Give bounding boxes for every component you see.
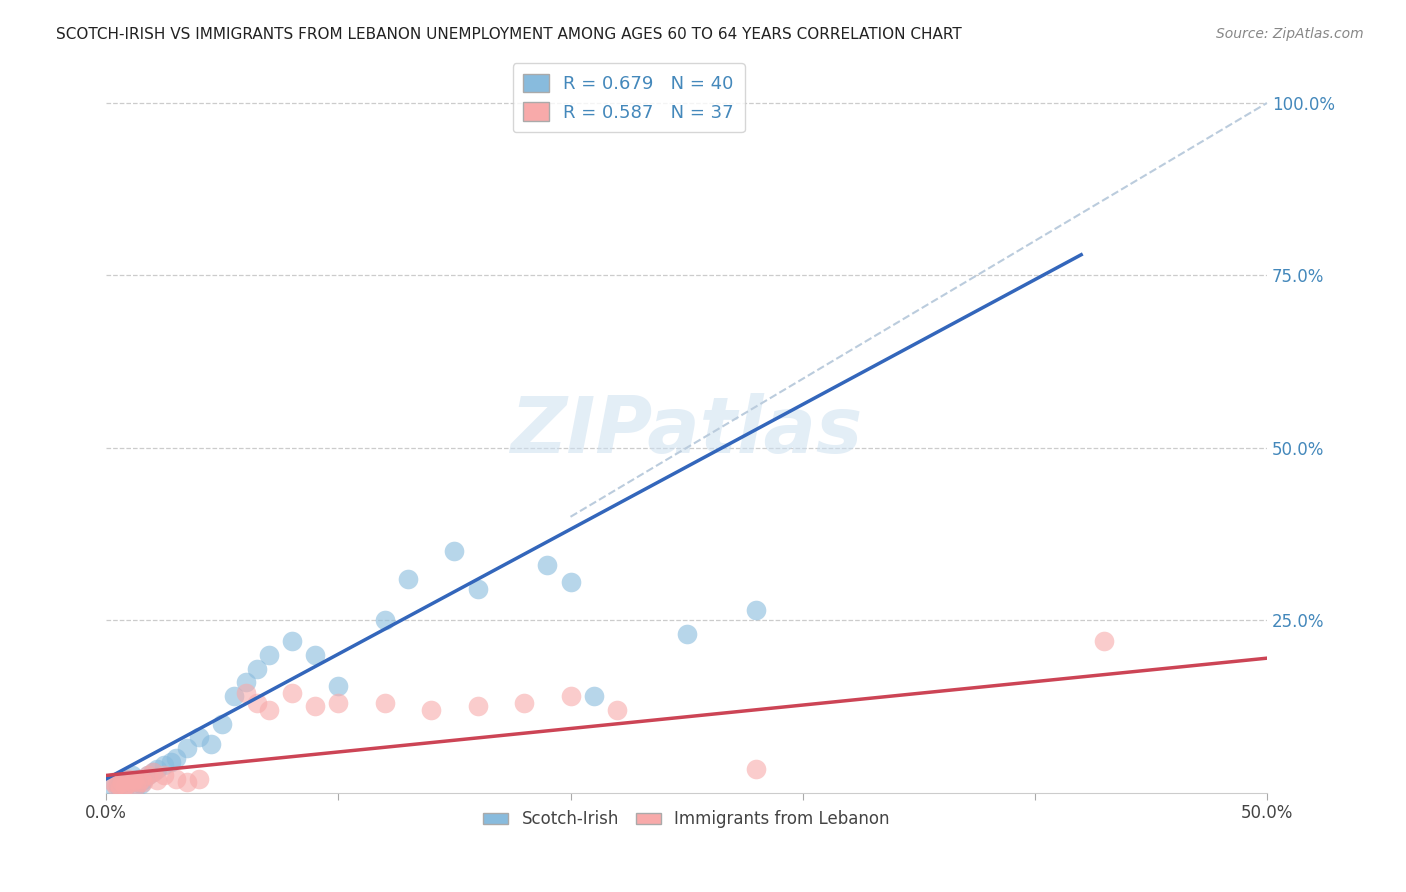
Point bbox=[153, 758, 176, 772]
Point bbox=[374, 613, 396, 627]
Point bbox=[176, 775, 198, 789]
Point bbox=[165, 772, 187, 786]
Point bbox=[246, 696, 269, 710]
Point bbox=[328, 696, 350, 710]
Point bbox=[115, 777, 138, 791]
Point bbox=[328, 679, 350, 693]
Point bbox=[745, 762, 768, 776]
Point bbox=[675, 627, 697, 641]
Point bbox=[222, 689, 245, 703]
Legend: Scotch-Irish, Immigrants from Lebanon: Scotch-Irish, Immigrants from Lebanon bbox=[477, 804, 897, 835]
Point bbox=[304, 699, 326, 714]
Point bbox=[128, 772, 150, 786]
Point bbox=[235, 675, 257, 690]
Point bbox=[121, 768, 143, 782]
Point bbox=[606, 703, 628, 717]
Point bbox=[132, 773, 155, 788]
Point bbox=[122, 773, 145, 788]
Point bbox=[111, 775, 134, 789]
Point bbox=[146, 762, 169, 776]
Point bbox=[582, 689, 605, 703]
Point bbox=[200, 738, 222, 752]
Point bbox=[142, 764, 165, 779]
Point bbox=[188, 731, 211, 745]
Point bbox=[125, 779, 148, 793]
Point bbox=[118, 772, 141, 786]
Point bbox=[122, 773, 145, 788]
Text: Source: ZipAtlas.com: Source: ZipAtlas.com bbox=[1216, 27, 1364, 41]
Point bbox=[396, 572, 419, 586]
Point bbox=[107, 777, 129, 791]
Text: SCOTCH-IRISH VS IMMIGRANTS FROM LEBANON UNEMPLOYMENT AMONG AGES 60 TO 64 YEARS C: SCOTCH-IRISH VS IMMIGRANTS FROM LEBANON … bbox=[56, 27, 962, 42]
Point bbox=[107, 779, 129, 793]
Point bbox=[115, 772, 138, 786]
Text: ZIPatlas: ZIPatlas bbox=[510, 392, 863, 468]
Point bbox=[257, 648, 280, 662]
Point bbox=[103, 775, 125, 789]
Point bbox=[420, 703, 443, 717]
Point bbox=[114, 780, 136, 794]
Point bbox=[108, 780, 131, 794]
Point bbox=[176, 740, 198, 755]
Point bbox=[118, 775, 141, 789]
Point bbox=[560, 689, 582, 703]
Point bbox=[153, 768, 176, 782]
Point bbox=[211, 716, 233, 731]
Point bbox=[188, 772, 211, 786]
Point bbox=[103, 779, 125, 793]
Point bbox=[111, 777, 134, 791]
Point bbox=[142, 764, 165, 779]
Point bbox=[246, 661, 269, 675]
Point bbox=[304, 648, 326, 662]
Point bbox=[136, 768, 159, 782]
Point bbox=[745, 603, 768, 617]
Point bbox=[443, 544, 465, 558]
Point bbox=[125, 779, 148, 793]
Point bbox=[132, 775, 155, 789]
Point bbox=[1092, 634, 1115, 648]
Point bbox=[374, 696, 396, 710]
Point bbox=[281, 686, 304, 700]
Point bbox=[560, 575, 582, 590]
Point bbox=[513, 696, 536, 710]
Point bbox=[165, 751, 187, 765]
Point bbox=[257, 703, 280, 717]
Point bbox=[114, 779, 136, 793]
Point bbox=[235, 686, 257, 700]
Point bbox=[160, 755, 183, 769]
Point bbox=[467, 582, 489, 597]
Point bbox=[121, 775, 143, 789]
Point bbox=[467, 699, 489, 714]
Point bbox=[136, 768, 159, 782]
Point bbox=[129, 772, 152, 786]
Point bbox=[128, 775, 150, 789]
Point bbox=[146, 773, 169, 788]
Point bbox=[104, 779, 127, 793]
Point bbox=[129, 777, 152, 791]
Point bbox=[281, 634, 304, 648]
Point bbox=[108, 775, 131, 789]
Point bbox=[536, 558, 558, 572]
